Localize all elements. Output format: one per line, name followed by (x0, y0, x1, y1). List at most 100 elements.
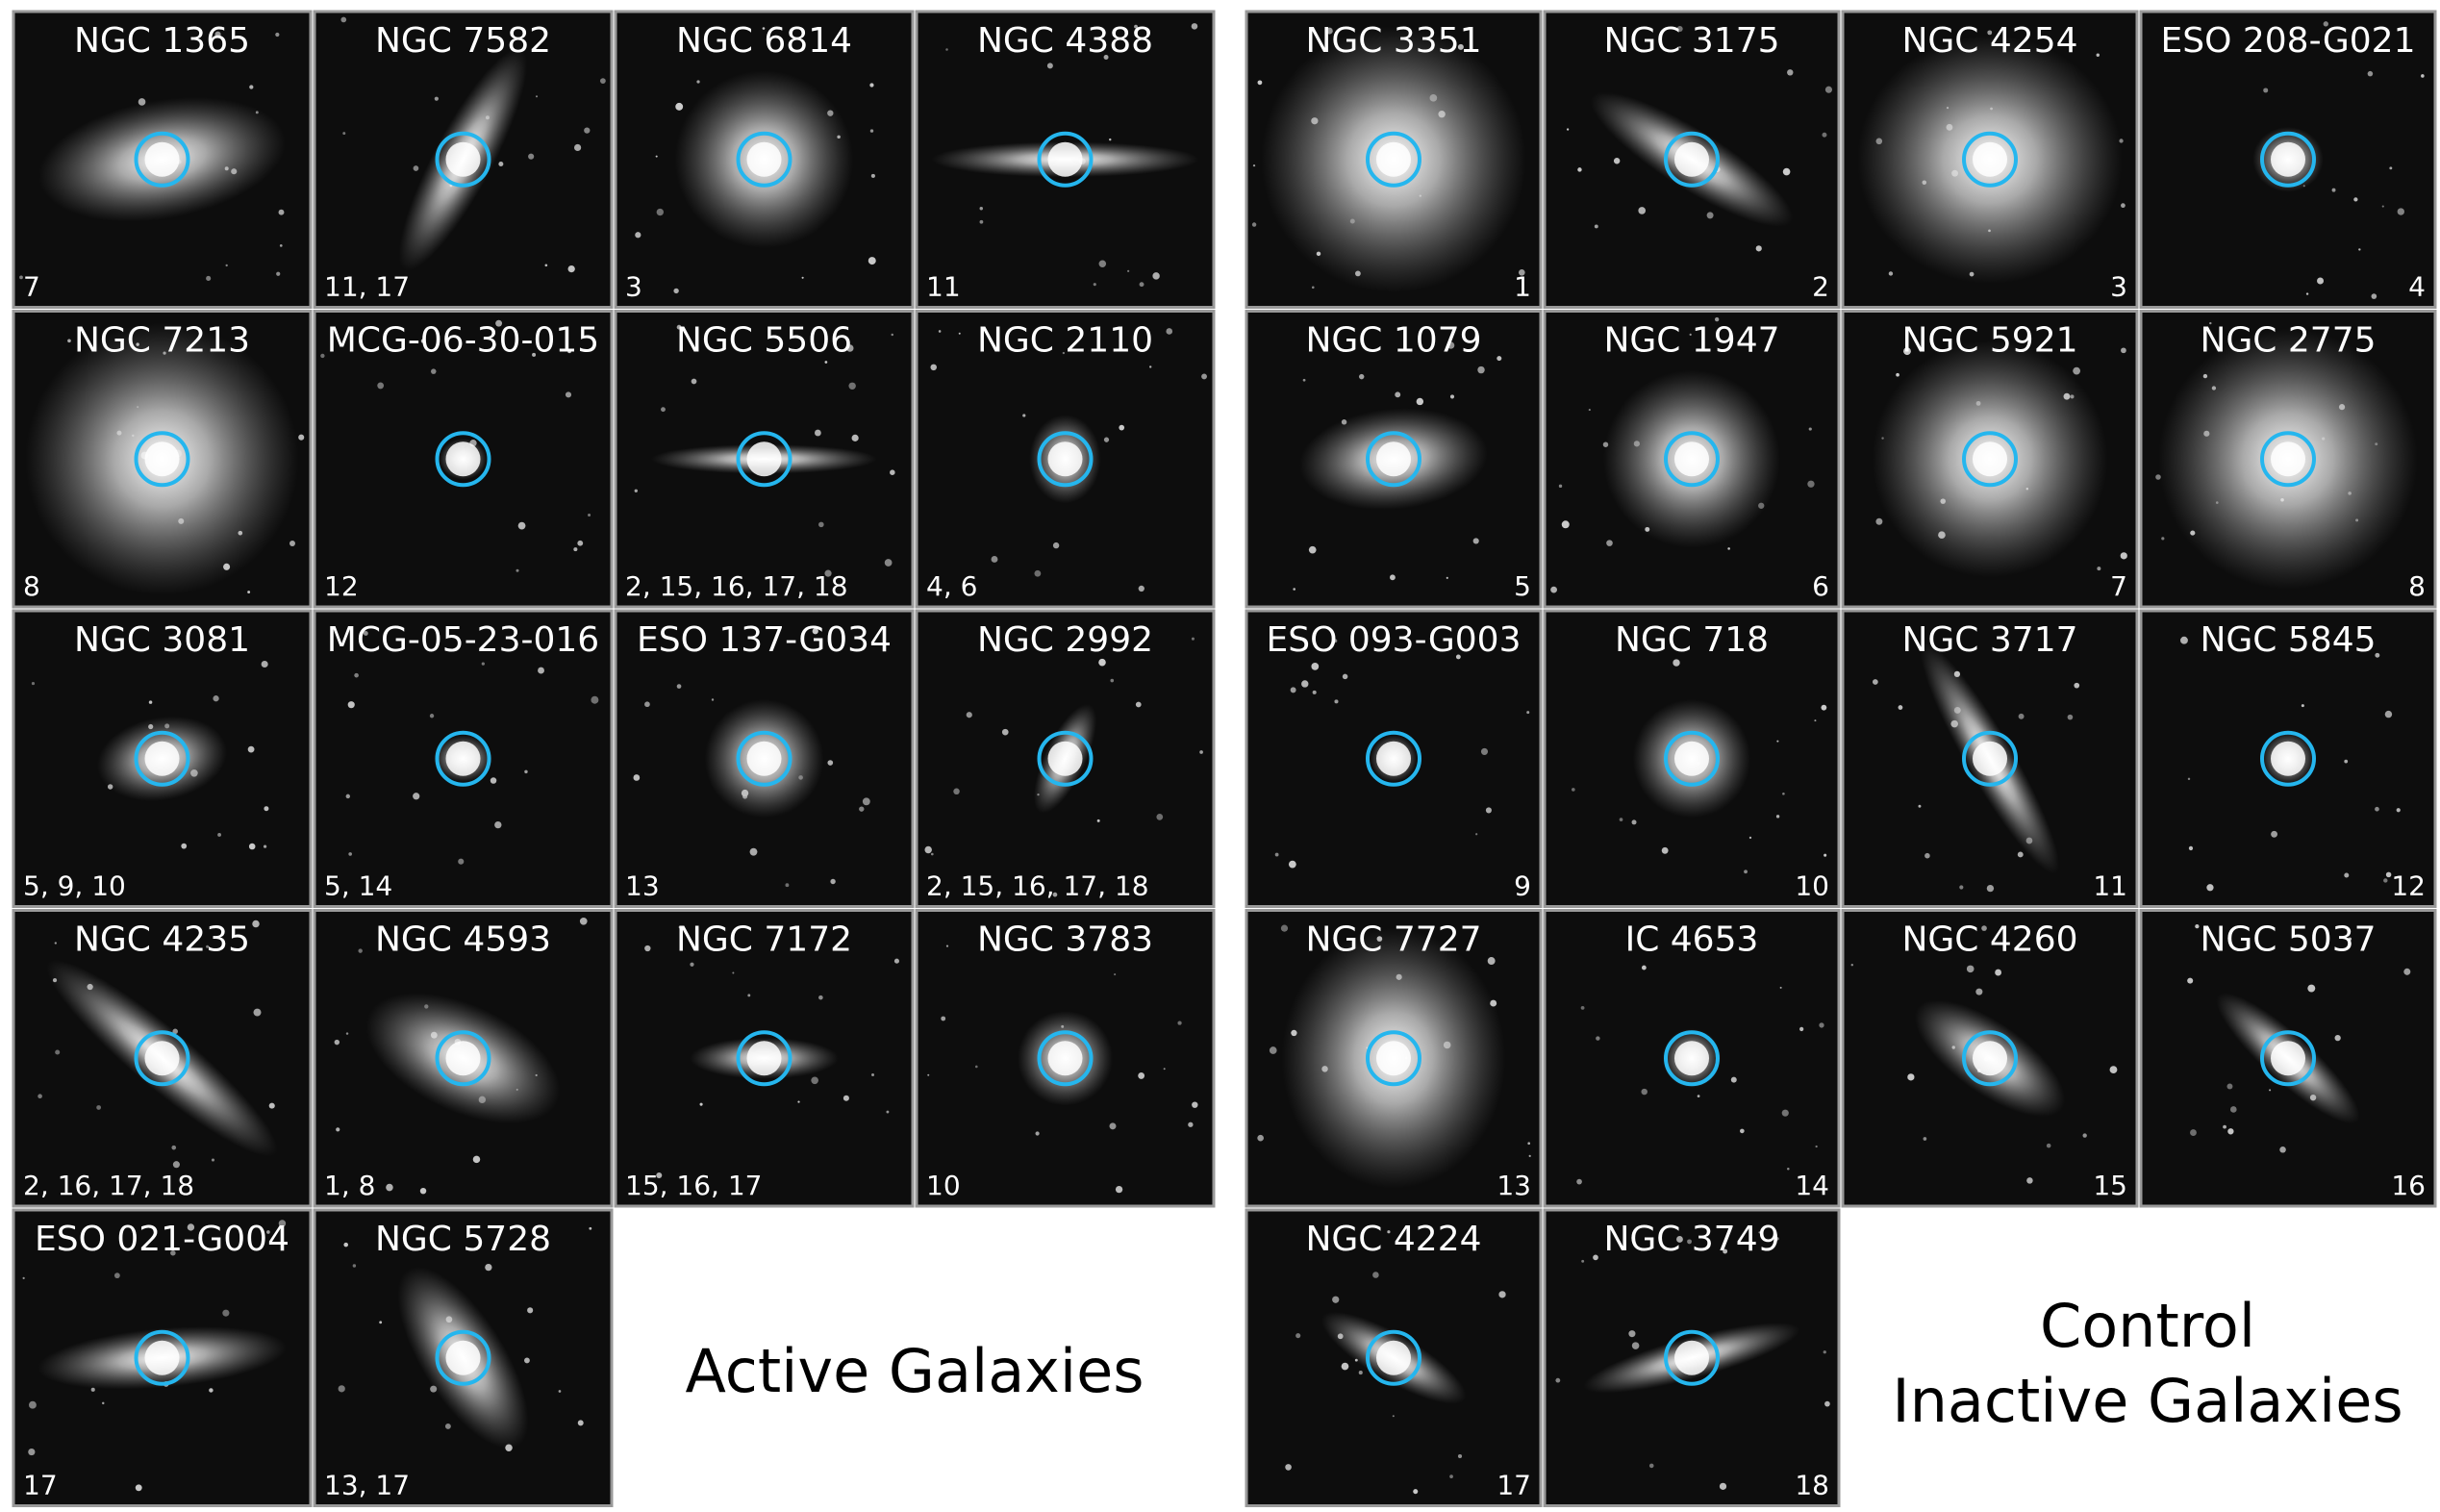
reference-numbers: 5 (1514, 570, 1531, 602)
star (1758, 1231, 1761, 1234)
star (1619, 818, 1623, 821)
star (187, 1223, 195, 1231)
star (1390, 574, 1396, 581)
star (2279, 1146, 2286, 1153)
star (1134, 24, 1138, 29)
star (1103, 54, 1109, 60)
star (953, 788, 960, 795)
star (1526, 711, 1530, 715)
star (966, 712, 972, 718)
star (214, 31, 221, 38)
star (38, 1094, 42, 1099)
galaxy-core (1674, 741, 1709, 776)
tile-background (2139, 909, 2437, 1208)
star (1139, 282, 1145, 288)
star (1815, 1145, 1818, 1148)
star (1550, 586, 1557, 593)
galaxy-core (1973, 741, 2007, 776)
star (1822, 132, 1827, 138)
star (848, 382, 856, 391)
star (869, 83, 874, 88)
star (747, 994, 751, 997)
star (1115, 1185, 1123, 1194)
star (938, 330, 942, 333)
star (2317, 277, 2325, 285)
star (2263, 88, 2269, 93)
star (644, 945, 651, 952)
star (472, 1155, 481, 1164)
star (711, 698, 715, 701)
galaxy-core (1376, 1041, 1411, 1076)
galaxy-tile: NGC 2110 4, 6 (915, 310, 1216, 609)
star (589, 1226, 592, 1230)
galaxy-core (144, 141, 180, 177)
star (263, 844, 267, 848)
star (2367, 70, 2374, 77)
star (1631, 819, 1637, 825)
star (1098, 260, 1107, 267)
galaxy-tile: NGC 3175 2 (1543, 10, 1841, 309)
star (818, 521, 824, 528)
star (1257, 1134, 1264, 1142)
star (1824, 86, 1832, 93)
star (386, 1183, 393, 1192)
galaxy-name: NGC 6814 (676, 21, 852, 61)
star (261, 660, 268, 668)
star (814, 429, 821, 437)
star (1596, 1036, 1600, 1041)
star (2269, 1089, 2272, 1092)
star (1714, 316, 1720, 322)
galaxy-core (1047, 1041, 1083, 1076)
star (2305, 292, 2309, 295)
star (2403, 968, 2411, 975)
star (1475, 833, 1478, 836)
star (2018, 713, 2025, 719)
star (2271, 830, 2278, 838)
star (1166, 328, 1173, 335)
galaxy-tile: NGC 5845 12 (2139, 609, 2437, 908)
galaxy-name: NGC 4254 (1901, 21, 2077, 61)
aperture-circle (134, 1329, 190, 1386)
star (871, 1072, 874, 1076)
star (1477, 365, 1485, 374)
reference-numbers: 17 (1497, 1470, 1531, 1501)
star (1290, 687, 1296, 693)
star (633, 774, 641, 781)
star (827, 760, 834, 766)
star (1748, 836, 1752, 840)
star (247, 745, 255, 753)
galaxy-core (144, 1041, 180, 1076)
star (1392, 1415, 1395, 1418)
star (1850, 964, 1853, 967)
star (1274, 852, 1279, 857)
star (1678, 46, 1682, 49)
star (801, 276, 804, 279)
star (2046, 1143, 2051, 1148)
star (2067, 714, 2074, 720)
star (429, 714, 435, 718)
star (535, 95, 539, 98)
galaxy-core (746, 141, 782, 177)
star (1727, 547, 1730, 550)
star (846, 344, 854, 352)
reference-numbers: 5, 9, 10 (23, 870, 126, 902)
aperture-circle (1664, 1030, 1720, 1087)
star (2334, 1034, 2341, 1042)
galaxy-core (1674, 141, 1709, 177)
galaxy-core (1376, 141, 1411, 177)
star (1449, 394, 1455, 399)
star (1127, 269, 1130, 272)
star (1775, 815, 1780, 819)
galaxy-core (1973, 441, 2007, 477)
reference-numbers: 11 (2093, 870, 2127, 902)
star (2073, 366, 2081, 375)
star (209, 1388, 214, 1393)
star (1308, 545, 1317, 554)
star (1808, 427, 1812, 431)
star (347, 701, 355, 709)
star (656, 1172, 663, 1178)
aperture-circle (1664, 131, 1720, 188)
star (338, 1385, 345, 1393)
star (599, 78, 606, 85)
star (1807, 480, 1815, 488)
